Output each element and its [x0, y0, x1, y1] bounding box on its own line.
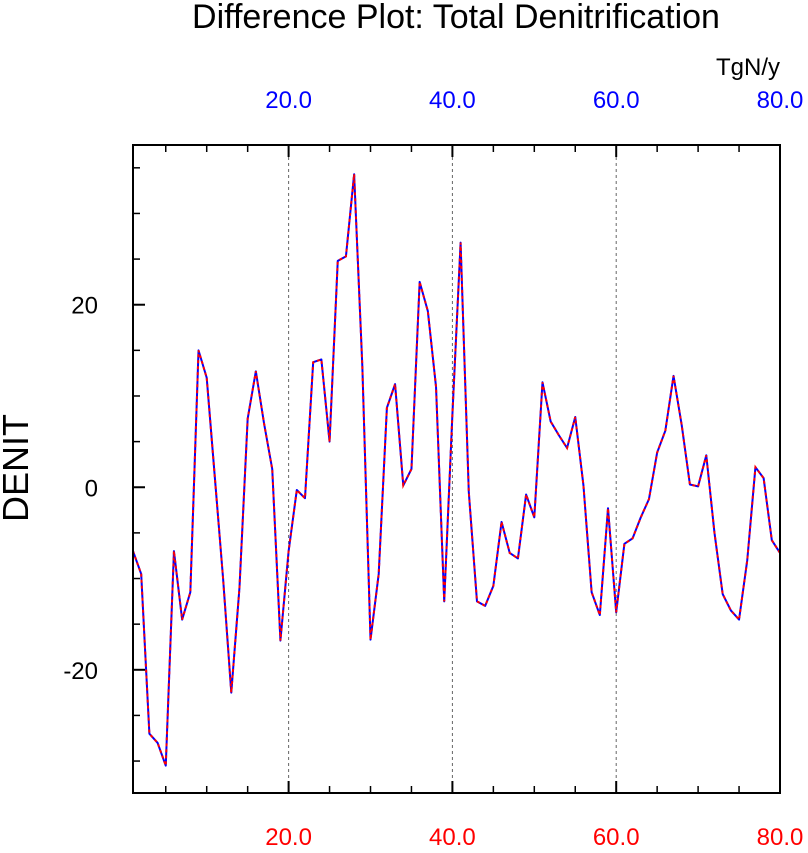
tick-labels: 20.0 20.0 40.0 40.0 60.0 60.0 80.0 80.0 -20 0 20 — [63, 87, 803, 851]
y-axis-title: DENIT — [0, 414, 36, 522]
y-tick-label: 20 — [71, 293, 98, 320]
top-axis-units-label: TgN/y — [716, 54, 780, 81]
top-tick-label: 40.0 — [429, 87, 476, 114]
bottom-tick-label: 80.0 — [757, 824, 804, 851]
bottom-tick-label: 60.0 — [593, 824, 640, 851]
y-tick-label: -20 — [63, 658, 98, 685]
y-tick-label: 0 — [85, 475, 98, 502]
plot-frame — [132, 144, 781, 794]
vertical-gridlines — [288, 145, 617, 793]
series-lines — [132, 173, 781, 767]
chart-title: Difference Plot: Total Denitrification — [192, 0, 720, 36]
top-tick-label: 20.0 — [265, 87, 312, 114]
top-tick-label: 80.0 — [757, 87, 804, 114]
bottom-tick-label: 20.0 — [265, 824, 312, 851]
series-line-solid — [132, 173, 781, 767]
bottom-tick-label: 40.0 — [429, 824, 476, 851]
top-tick-label: 60.0 — [593, 87, 640, 114]
axis-ticks — [133, 145, 781, 793]
